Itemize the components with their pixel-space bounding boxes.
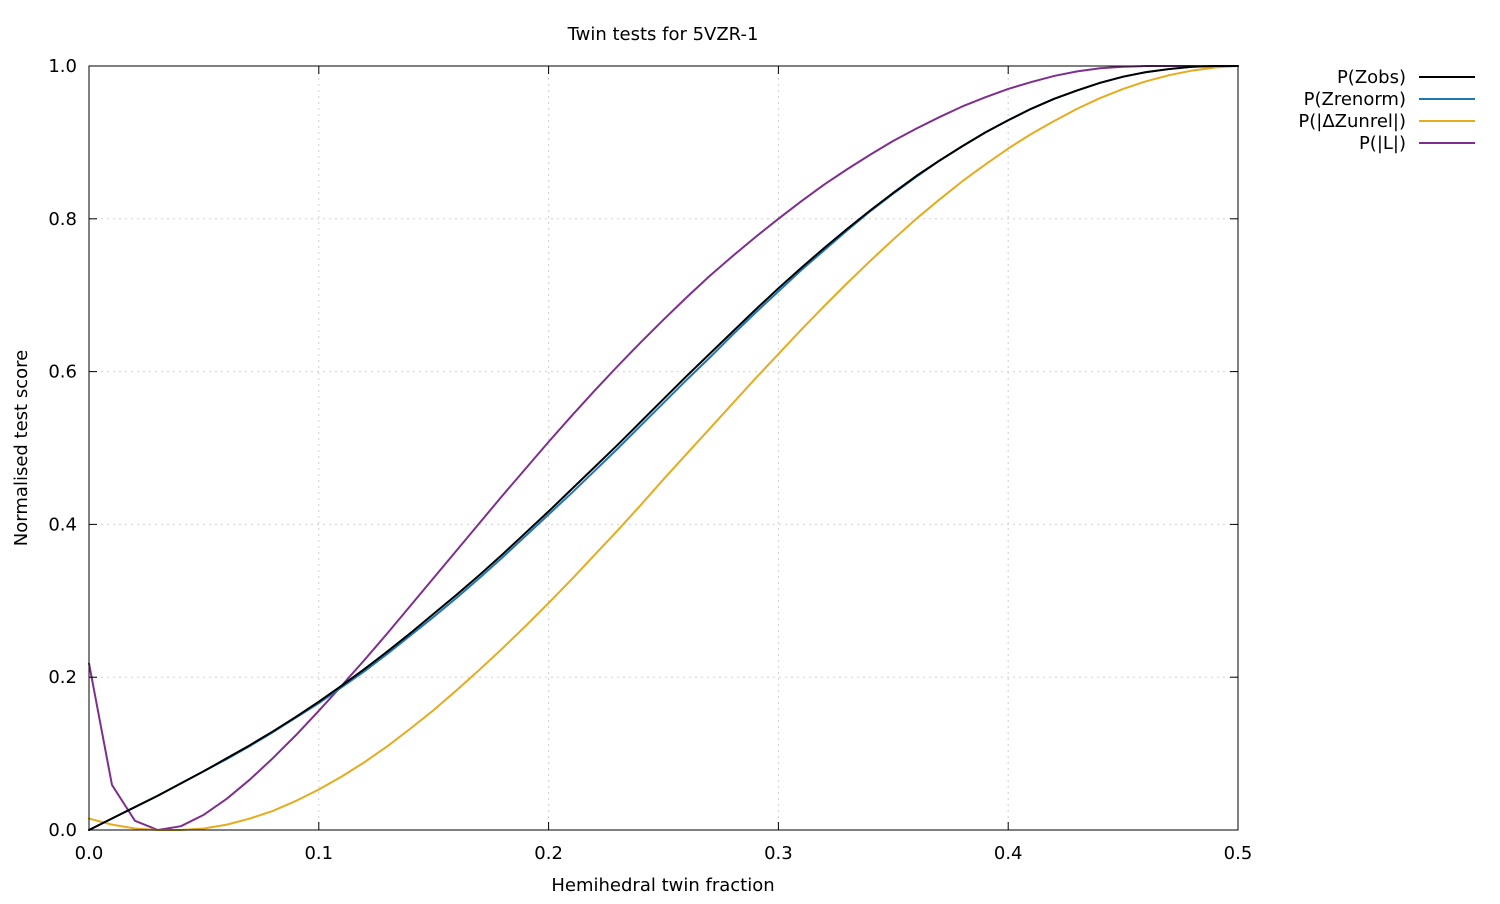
chart-title: Twin tests for 5VZR-1	[567, 24, 759, 45]
x-tick-label: 0.3	[764, 843, 793, 864]
legend-label-3: P(|ΔZunrel|)	[1298, 111, 1406, 132]
y-tick-label: 1.0	[48, 56, 77, 77]
y-tick-label: 0.8	[48, 209, 77, 230]
x-tick-label: 0.2	[534, 843, 563, 864]
y-tick-label: 0.0	[48, 820, 77, 841]
legend-label-2: P(Zrenorm)	[1304, 89, 1406, 110]
series-line-1	[88, 65, 1239, 831]
series-line-3	[88, 65, 1239, 831]
y-tick-label: 0.6	[48, 362, 77, 383]
series-line-2	[88, 65, 1239, 831]
legend-label-4: P(|L|)	[1359, 133, 1406, 154]
x-tick-label: 0.4	[994, 843, 1023, 864]
legend: P(Zobs)P(Zrenorm)P(|ΔZunrel|)P(|L|)	[1298, 67, 1475, 154]
series-layer	[88, 65, 1239, 831]
legend-label-1: P(Zobs)	[1337, 67, 1406, 88]
plot-frame	[88, 65, 1239, 831]
tick-layer: 0.0 0.1 0.2 0.3 0.4 0.5 0.0 0.2 0.4 0.6 0.8 1.0	[48, 56, 1252, 864]
x-axis-title: Hemihedral twin fraction	[551, 875, 774, 896]
x-tick-label: 0.0	[75, 843, 104, 864]
x-tick-label: 0.5	[1224, 843, 1253, 864]
series-line-4	[88, 65, 1239, 831]
grid-layer	[89, 66, 1238, 830]
y-tick-label: 0.2	[48, 667, 77, 688]
y-tick-label: 0.4	[48, 514, 77, 535]
y-axis-title: Normalised test score	[11, 350, 32, 546]
x-tick-label: 0.1	[304, 843, 333, 864]
